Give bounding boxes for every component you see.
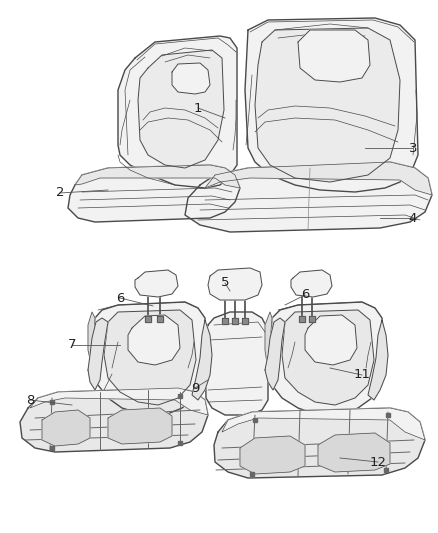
Polygon shape <box>255 28 400 182</box>
Polygon shape <box>309 316 315 322</box>
Polygon shape <box>305 315 357 365</box>
Polygon shape <box>205 162 432 195</box>
Polygon shape <box>245 18 418 192</box>
Polygon shape <box>42 410 90 446</box>
Polygon shape <box>118 36 237 188</box>
Polygon shape <box>270 302 385 415</box>
Polygon shape <box>282 310 374 405</box>
Polygon shape <box>208 268 262 300</box>
Text: 11: 11 <box>353 368 371 382</box>
Polygon shape <box>92 302 208 415</box>
Text: 7: 7 <box>68 338 76 351</box>
Polygon shape <box>20 388 208 452</box>
Polygon shape <box>88 318 108 390</box>
Text: 3: 3 <box>409 141 417 155</box>
Polygon shape <box>135 270 178 297</box>
Polygon shape <box>265 312 272 370</box>
Polygon shape <box>299 316 305 322</box>
Polygon shape <box>265 318 285 390</box>
Polygon shape <box>214 408 425 478</box>
Polygon shape <box>318 433 390 472</box>
Polygon shape <box>138 50 224 168</box>
Polygon shape <box>145 316 151 322</box>
Polygon shape <box>30 388 208 415</box>
Text: 2: 2 <box>56 187 64 199</box>
Text: 6: 6 <box>116 292 124 304</box>
Polygon shape <box>172 63 210 94</box>
Text: 5: 5 <box>221 277 229 289</box>
Polygon shape <box>298 30 370 82</box>
Polygon shape <box>68 165 240 222</box>
Polygon shape <box>157 316 163 322</box>
Text: 9: 9 <box>191 382 199 394</box>
Polygon shape <box>242 318 248 324</box>
Text: 8: 8 <box>26 393 34 407</box>
Polygon shape <box>222 408 425 440</box>
Polygon shape <box>232 318 238 324</box>
Polygon shape <box>88 312 95 368</box>
Text: 6: 6 <box>301 288 309 302</box>
Polygon shape <box>75 165 240 188</box>
Polygon shape <box>104 310 196 405</box>
Polygon shape <box>128 315 180 365</box>
Polygon shape <box>108 408 172 444</box>
Polygon shape <box>240 436 305 474</box>
Text: 1: 1 <box>194 101 202 115</box>
Polygon shape <box>192 320 212 400</box>
Polygon shape <box>368 320 388 400</box>
Polygon shape <box>185 162 432 232</box>
Text: 12: 12 <box>370 456 386 469</box>
Text: 4: 4 <box>409 212 417 224</box>
Polygon shape <box>205 312 268 415</box>
Polygon shape <box>291 270 332 297</box>
Polygon shape <box>222 318 228 324</box>
